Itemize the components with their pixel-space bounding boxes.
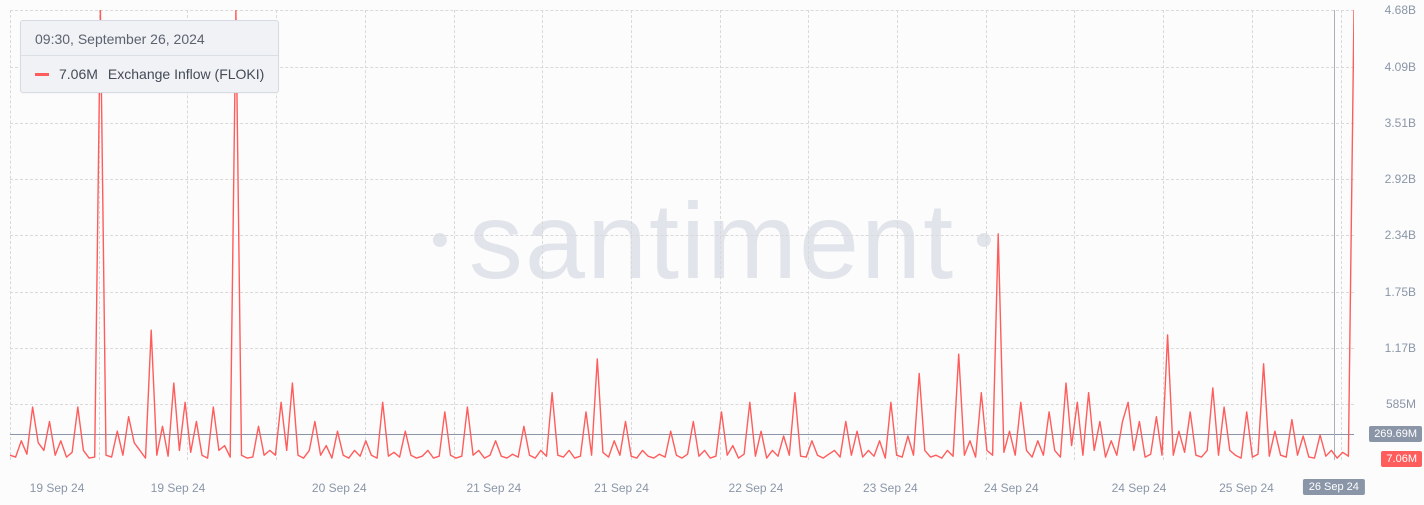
tooltip-row: 7.06M Exchange Inflow (FLOKI)	[21, 56, 278, 92]
tooltip-timestamp: 09:30, September 26, 2024	[21, 21, 278, 55]
legend-swatch	[35, 73, 49, 76]
x-tick-label: 22 Sep 24	[729, 481, 784, 495]
y-tick-label: 2.34B	[1385, 228, 1416, 242]
x-tick-label: 24 Sep 24	[984, 481, 1039, 495]
y-tick-label: 4.09B	[1385, 60, 1416, 74]
y-marker-badge: 269.69M	[1369, 426, 1422, 442]
x-tick-label: 21 Sep 24	[466, 481, 521, 495]
tooltip-series-label: Exchange Inflow (FLOKI)	[108, 66, 264, 82]
y-tick-label: 4.68B	[1385, 3, 1416, 17]
y-tick-label: 1.17B	[1385, 341, 1416, 355]
x-tick-label: 19 Sep 24	[30, 481, 85, 495]
y-tick-label: 3.51B	[1385, 116, 1416, 130]
x-tick-label: 24 Sep 24	[1112, 481, 1167, 495]
tooltip-value: 7.06M	[59, 66, 98, 82]
x-tick-label: 20 Sep 24	[312, 481, 367, 495]
y-tick-label: 585M	[1386, 397, 1416, 411]
x-tick-label: 19 Sep 24	[151, 481, 206, 495]
tooltip: 09:30, September 26, 2024 7.06M Exchange…	[20, 20, 279, 93]
y-marker-badge: 7.06M	[1381, 451, 1422, 467]
y-tick-label: 2.92B	[1385, 172, 1416, 186]
y-tick-label: 1.75B	[1385, 285, 1416, 299]
x-tick-label: 23 Sep 24	[863, 481, 918, 495]
chart-container: santiment 4.68B4.09B3.51B2.92B2.34B1.75B…	[0, 0, 1424, 505]
x-tick-label: 25 Sep 24	[1219, 481, 1274, 495]
x-hover-badge: 26 Sep 24	[1303, 479, 1365, 495]
x-tick-label: 21 Sep 24	[594, 481, 649, 495]
